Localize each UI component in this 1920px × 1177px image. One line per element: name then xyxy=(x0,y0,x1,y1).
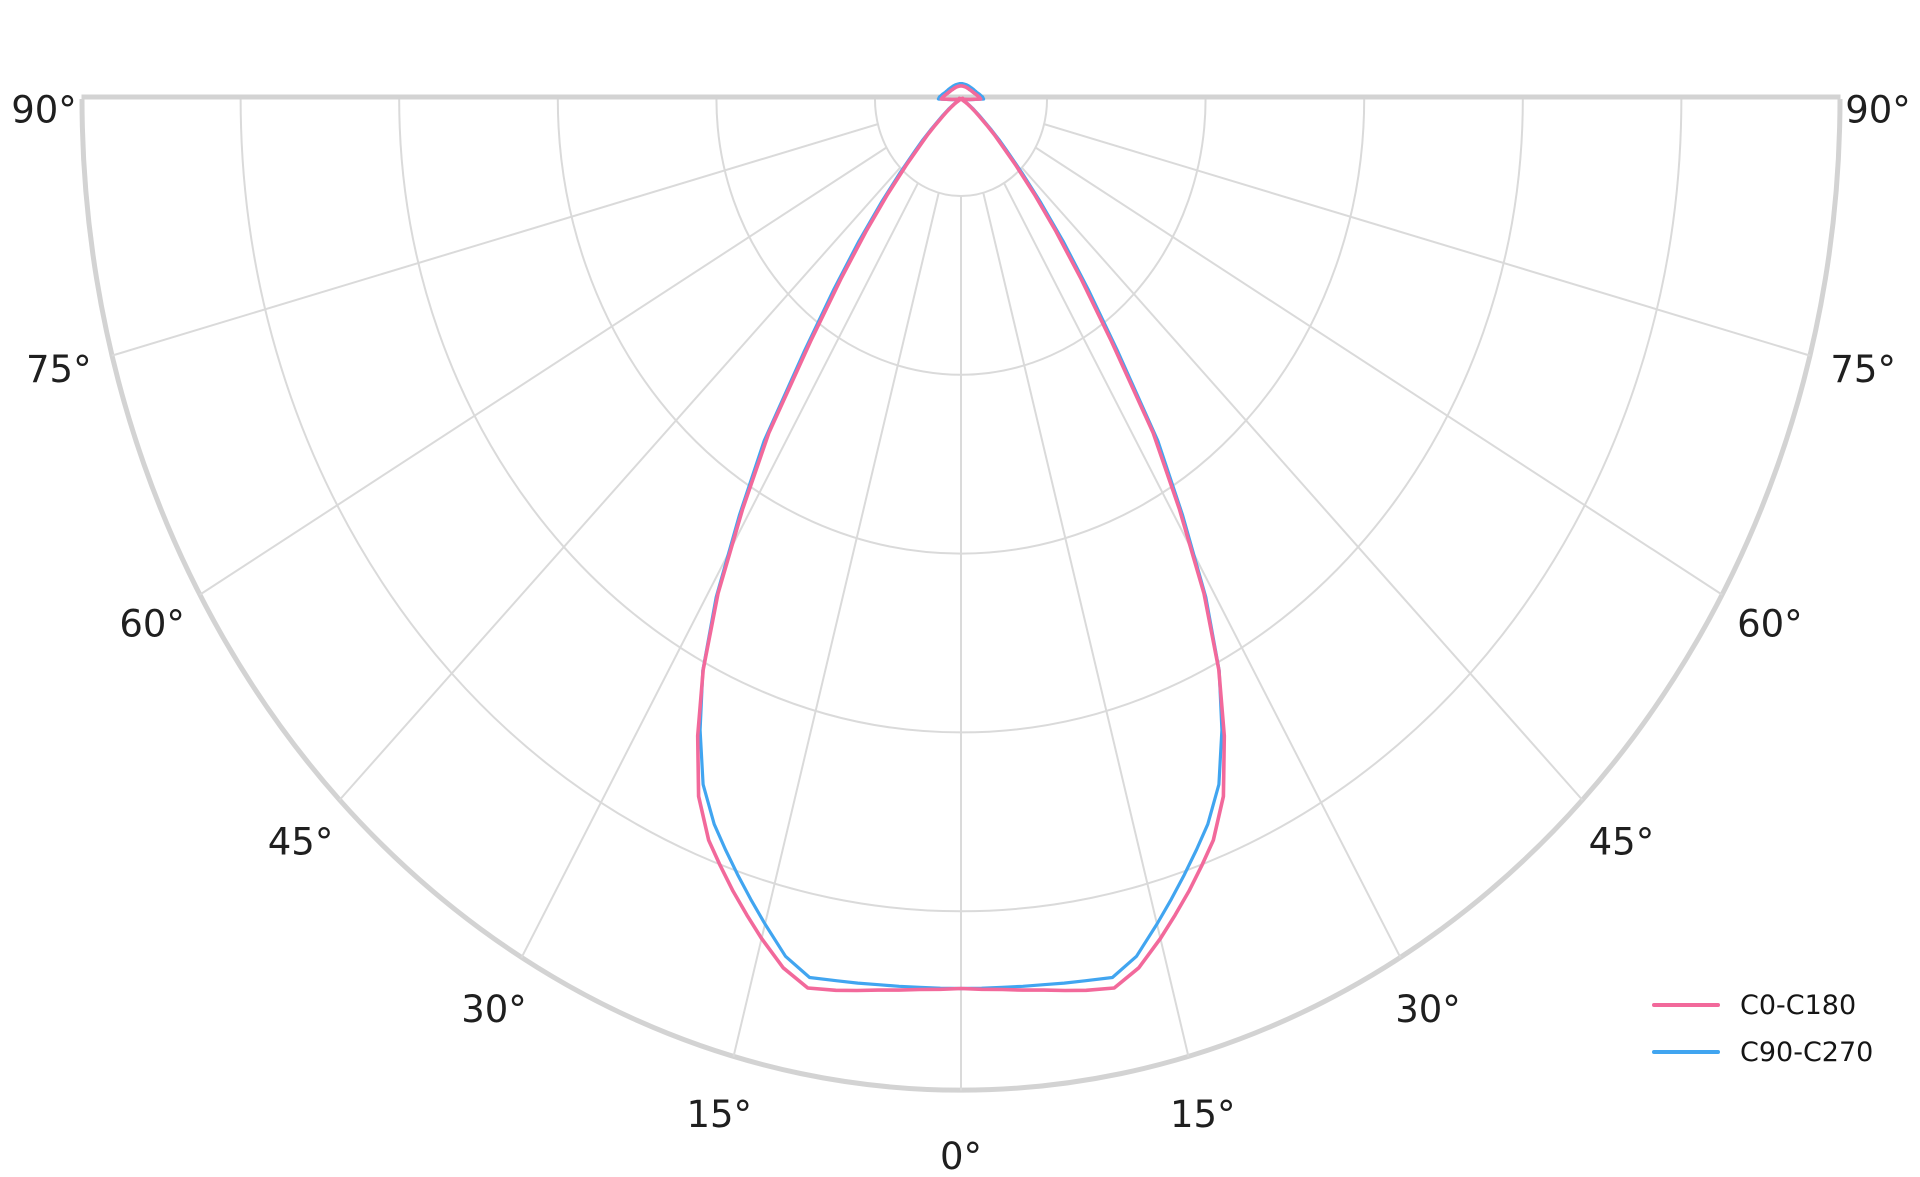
tick-label-15-left: 15° xyxy=(686,1093,752,1136)
legend-label-c90-c270: C90-C270 xyxy=(1740,1036,1874,1068)
grid-ring-1 xyxy=(873,98,1049,197)
grid-spoke--60 xyxy=(199,146,888,596)
tick-label-30-right: 30° xyxy=(1395,988,1461,1031)
tick-label-75-left: 75° xyxy=(26,348,92,391)
tick-label-15-right: 15° xyxy=(1170,1093,1236,1136)
tick-label-60-right: 60° xyxy=(1737,602,1803,645)
grid-spoke--75 xyxy=(111,123,879,357)
tick-label-30-left: 30° xyxy=(461,988,527,1031)
grid-spoke-60 xyxy=(1034,146,1723,596)
grid-spoke--15 xyxy=(732,192,940,1057)
tick-label-60-left: 60° xyxy=(119,602,185,645)
legend-swatch-c90-c270 xyxy=(1652,1050,1720,1054)
grid-spoke--45 xyxy=(338,166,901,801)
tick-label-45-right: 45° xyxy=(1589,820,1655,863)
tick-label-45-left: 45° xyxy=(268,820,334,863)
legend-item-c90-c270: C90-C270 xyxy=(1652,1033,1873,1071)
tick-label-90-right: 90° xyxy=(1845,89,1911,132)
tick-label-75-right: 75° xyxy=(1830,348,1896,391)
legend-label-c0-c180: C0-C180 xyxy=(1740,989,1857,1021)
curve-c0-c180 xyxy=(695,84,1227,993)
tick-label-90-left: 90° xyxy=(11,89,77,132)
grid-spoke--30 xyxy=(520,182,919,959)
grid-spoke-15 xyxy=(982,192,1190,1057)
grid-spoke-45 xyxy=(1021,166,1584,801)
legend: C0-C180 C90-C270 xyxy=(1652,986,1873,1071)
legend-item-c0-c180: C0-C180 xyxy=(1652,986,1873,1024)
legend-swatch-c0-c180 xyxy=(1652,1003,1720,1007)
tick-label-0: 0° xyxy=(940,1135,982,1177)
grid-spoke-30 xyxy=(1003,182,1402,959)
grid-spoke-75 xyxy=(1043,123,1811,357)
